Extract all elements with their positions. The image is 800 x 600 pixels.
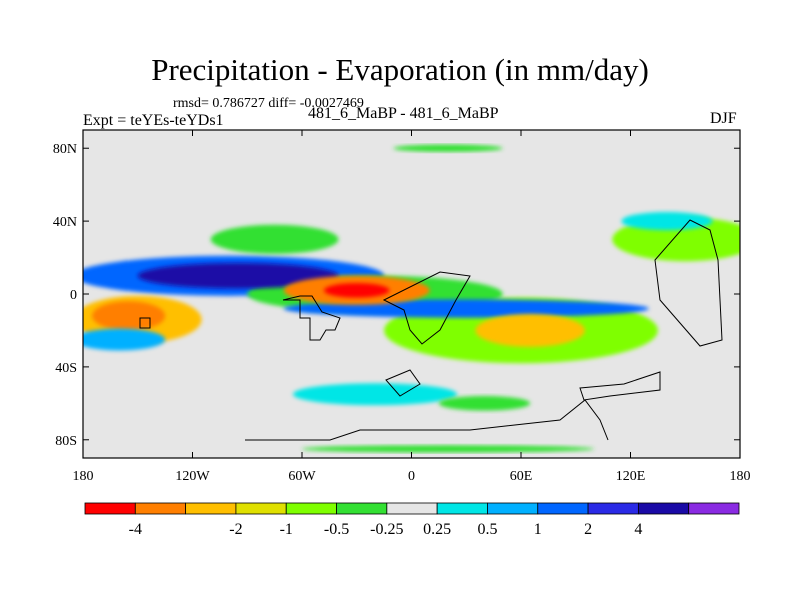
experiment-label: Expt = teYEs-teYDs1 bbox=[83, 112, 224, 129]
colorbar-label: -4 bbox=[129, 521, 142, 538]
colorbar-label: -0.5 bbox=[324, 521, 349, 538]
x-tick-label: 120E bbox=[616, 469, 646, 484]
colorbar-swatch bbox=[336, 502, 388, 515]
chart-title: Precipitation - Evaporation (in mm/day) bbox=[151, 52, 649, 87]
y-tick-label: 80N bbox=[53, 142, 77, 157]
colorbar-swatch bbox=[537, 502, 589, 515]
x-tick-label: 0 bbox=[408, 469, 415, 484]
stats-label: rmsd= 0.786727 diff= -0.0027469 bbox=[173, 96, 364, 111]
season-label: DJF bbox=[710, 110, 737, 127]
colorbar-label: -2 bbox=[229, 521, 242, 538]
coast-islands bbox=[139, 317, 421, 397]
colorbar-swatch bbox=[285, 502, 337, 515]
colorbar-swatch bbox=[235, 502, 287, 515]
colorbar-swatch bbox=[587, 502, 639, 515]
field-south-america-blue bbox=[83, 328, 166, 351]
colorbar-label: -0.25 bbox=[370, 521, 403, 538]
colorbar-swatch bbox=[688, 502, 740, 515]
colorbar-swatch bbox=[134, 502, 187, 515]
colorbar-swatch bbox=[185, 502, 237, 515]
coast-south-america bbox=[282, 295, 341, 341]
coast-australia bbox=[579, 371, 661, 401]
y-tick-label: 0 bbox=[70, 288, 77, 303]
colorbar-swatch bbox=[386, 502, 438, 515]
field-pacific-wet-band bbox=[137, 263, 339, 289]
colorbar-label: 0.25 bbox=[423, 521, 451, 538]
colorbar-swatch bbox=[436, 502, 488, 515]
colorbar-label: -1 bbox=[280, 521, 293, 538]
x-tick-label: 180 bbox=[730, 469, 751, 484]
coast-east-asia bbox=[654, 219, 723, 347]
field-arctic-green bbox=[393, 144, 503, 152]
field-itcz-drying bbox=[323, 283, 390, 298]
x-tick-label: 180 bbox=[73, 469, 94, 484]
colorbar-label: 4 bbox=[634, 521, 642, 538]
y-tick-label: 80S bbox=[55, 434, 77, 449]
field-south-pacific-orange bbox=[92, 301, 166, 331]
field-north-pacific-green bbox=[210, 224, 339, 254]
colorbar-swatch bbox=[84, 502, 136, 515]
field-southern-ocean-cyan bbox=[292, 383, 458, 406]
x-tick-label: 60W bbox=[288, 469, 316, 484]
colorbar-swatch bbox=[637, 502, 690, 515]
coastlines bbox=[139, 219, 723, 441]
field-antarctic-green bbox=[302, 445, 594, 453]
coast-africa bbox=[382, 271, 471, 345]
field-indian-yellow bbox=[475, 314, 585, 347]
field-west-pacific-cyan bbox=[621, 212, 713, 231]
y-tick-label: 40N bbox=[53, 215, 77, 230]
colorbar-label: 2 bbox=[584, 521, 592, 538]
colorbar-label: 0.5 bbox=[477, 521, 497, 538]
colorbar-label: 1 bbox=[534, 521, 542, 538]
run-label: 481_6_MaBP - 481_6_MaBP bbox=[308, 105, 499, 122]
y-tick-label: 40S bbox=[55, 361, 77, 376]
field-southern-ocean-green bbox=[438, 396, 531, 411]
colorbar-swatch bbox=[487, 502, 539, 515]
x-tick-label: 60E bbox=[510, 469, 533, 484]
coast-antarctica bbox=[245, 399, 609, 441]
x-tick-label: 120W bbox=[175, 469, 210, 484]
